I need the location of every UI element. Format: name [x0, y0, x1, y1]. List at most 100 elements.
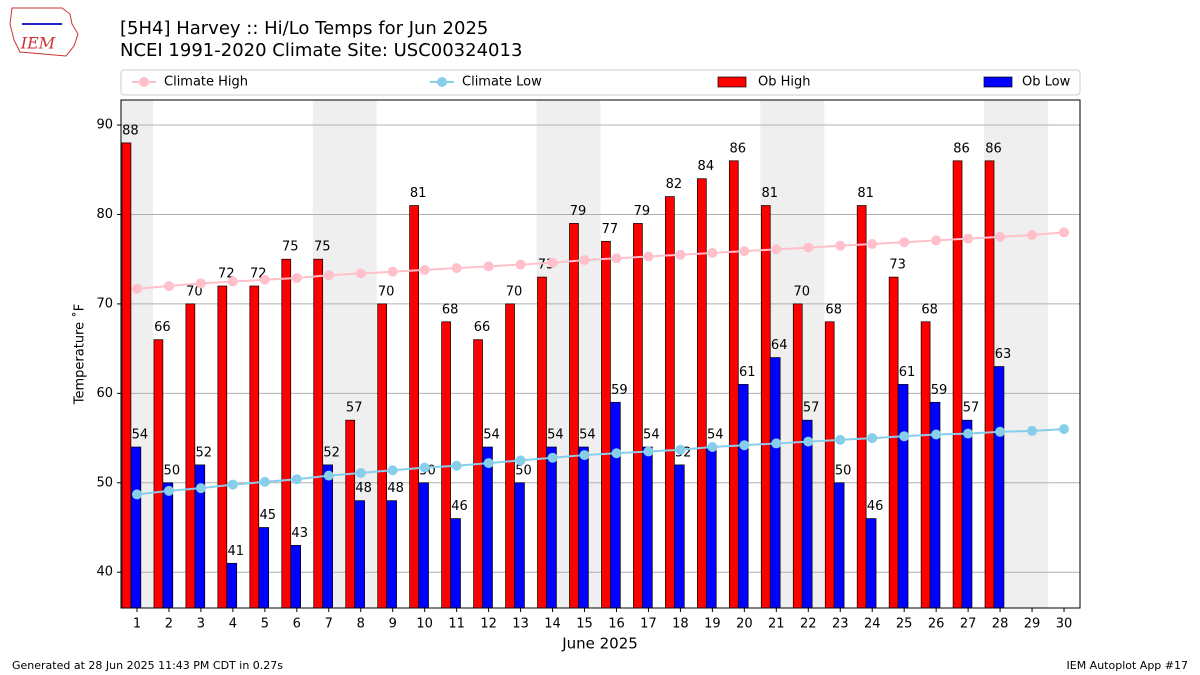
line-marker: [931, 429, 942, 440]
line-marker: [579, 450, 590, 461]
line-marker: [451, 263, 462, 274]
bar: [345, 419, 356, 609]
line-marker: [195, 278, 206, 289]
line-marker: [227, 479, 238, 490]
bar: [441, 321, 451, 609]
bar-value-label: 52: [196, 445, 213, 460]
bar: [984, 160, 995, 609]
plot-frame: [120, 99, 1081, 609]
bar-value-label: 75: [314, 240, 331, 255]
bar-value-label: 54: [579, 428, 596, 443]
x-tick-label: 15: [576, 617, 593, 632]
bar-value-label: 66: [154, 320, 171, 335]
bar-value-label: 45: [259, 508, 276, 523]
bar-value-label: 59: [611, 383, 628, 398]
bar: [482, 446, 493, 609]
line-marker: [355, 268, 366, 279]
bar-value-label: 54: [132, 428, 149, 443]
bar: [833, 482, 845, 609]
x-tick-label: 10: [416, 617, 433, 632]
bar-value-label: 50: [515, 463, 532, 478]
bar: [354, 500, 365, 609]
x-tick-label: 26: [928, 617, 945, 632]
x-tick-label: 7: [325, 617, 333, 632]
x-tick-label: 21: [768, 617, 785, 632]
footer-left: Generated at 28 Jun 2025 11:43 PM CDT in…: [12, 659, 283, 672]
line-marker: [291, 474, 302, 485]
line-marker: [419, 462, 430, 473]
line-marker: [323, 470, 334, 481]
x-tick-label: 16: [608, 617, 625, 632]
line-marker: [611, 253, 622, 264]
x-tick-label: 18: [672, 617, 689, 632]
line-marker: [1027, 425, 1038, 436]
line-marker: [227, 276, 238, 287]
line-marker: [419, 264, 430, 275]
bar-value-label: 59: [931, 383, 948, 398]
legend-label: Ob High: [758, 75, 811, 90]
bar: [920, 321, 931, 609]
bar-value-label: 50: [835, 463, 852, 478]
bar-value-label: 54: [547, 428, 564, 443]
bar-value-label: 61: [739, 365, 756, 380]
y-tick-label: 80: [96, 207, 113, 222]
bar-value-label: 68: [442, 302, 459, 317]
bar-value-label: 50: [164, 463, 181, 478]
line-marker: [803, 242, 814, 253]
y-tick-label: 40: [96, 565, 113, 580]
line-marker: [515, 259, 526, 270]
bar: [121, 142, 132, 609]
bar: [473, 339, 483, 609]
bar-value-label: 88: [122, 123, 139, 138]
line-marker: [259, 274, 270, 285]
bar: [737, 384, 749, 609]
bar: [537, 276, 547, 609]
weekend-shade: [1016, 100, 1049, 608]
line-marker: [131, 283, 142, 294]
bar-value-label: 86: [730, 141, 747, 156]
line-marker: [707, 247, 718, 258]
y-tick-label: 50: [96, 475, 113, 490]
chart-subtitle: NCEI 1991-2020 Climate Site: USC00324013: [120, 40, 522, 61]
line-marker: [1059, 227, 1070, 238]
legend-label: Ob Low: [1022, 75, 1071, 90]
y-tick-label: 70: [96, 296, 113, 311]
bar: [217, 285, 228, 609]
x-tick-label: 4: [229, 617, 237, 632]
bar: [514, 482, 525, 609]
line-marker: [515, 455, 526, 466]
line-marker: [739, 246, 750, 257]
line-marker: [163, 485, 174, 496]
line-marker: [771, 244, 782, 255]
line-marker: [739, 440, 750, 451]
x-tick-label: 13: [512, 617, 529, 632]
line-marker: [867, 433, 878, 444]
bar: [705, 446, 717, 609]
line-marker: [323, 270, 334, 281]
x-tick-label: 5: [261, 617, 269, 632]
bar-value-label: 84: [698, 159, 715, 174]
line-marker: [163, 281, 174, 292]
bar: [952, 160, 963, 609]
bar-value-label: 86: [985, 141, 1002, 156]
line-marker: [387, 266, 398, 277]
line-marker: [483, 261, 494, 272]
bar-value-label: 70: [378, 284, 395, 299]
x-tick-label: 19: [704, 617, 721, 632]
bar: [377, 303, 387, 609]
line-marker: [963, 428, 974, 439]
bar-value-label: 41: [227, 544, 244, 559]
bar-value-label: 48: [387, 481, 404, 496]
bar: [769, 357, 781, 609]
bar-value-label: 57: [346, 401, 363, 416]
line-marker: [547, 257, 558, 268]
bar: [610, 401, 621, 609]
line-marker: [259, 476, 270, 487]
bar: [728, 160, 739, 609]
bar: [409, 205, 419, 609]
bar: [961, 419, 973, 609]
footer-right: IEM Autoplot App #17: [1067, 659, 1189, 672]
bar-value-label: 81: [761, 186, 778, 201]
x-tick-label: 6: [293, 617, 301, 632]
